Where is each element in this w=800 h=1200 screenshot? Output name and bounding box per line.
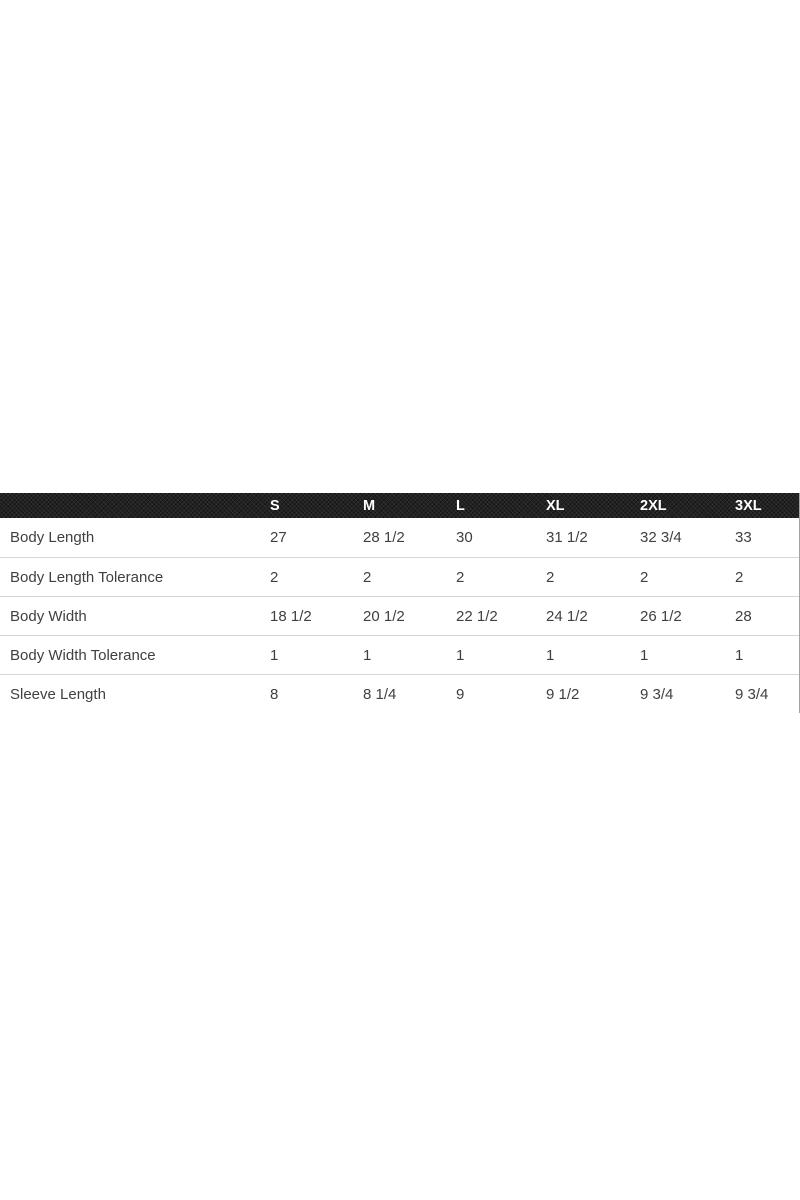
table-row: Sleeve Length 8 8 1/4 9 9 1/2 9 3/4 9 3/4 (0, 674, 799, 713)
column-header-3xl: 3XL (735, 497, 762, 514)
measurement-cell: 1 (735, 646, 744, 664)
measurement-cell: 22 1/2 (456, 607, 498, 625)
row-label: Body Width Tolerance (10, 646, 156, 664)
measurement-cell: 2 (363, 568, 372, 586)
column-header-l: L (456, 497, 465, 514)
measurement-cell: 31 1/2 (546, 529, 588, 546)
column-header-xl: XL (546, 497, 565, 514)
measurement-cell: 24 1/2 (546, 607, 588, 625)
measurement-cell: 8 (270, 685, 279, 703)
table-row: Body Width 18 1/2 20 1/2 22 1/2 24 1/2 26 1/2… (0, 596, 799, 635)
row-label: Body Length (10, 529, 95, 546)
measurement-cell: 9 3/4 (735, 685, 769, 703)
measurement-cell: 26 1/2 (640, 607, 682, 625)
measurement-cell: 2 (735, 568, 744, 586)
measurement-cell: 9 1/2 (546, 685, 580, 703)
measurement-cell: 1 (270, 646, 279, 664)
size-chart-table: S M L XL 2XL 3XL Body Length 27 28 1/2 30 31 1/2 3… (0, 493, 800, 713)
measurement-cell: 1 (363, 646, 372, 664)
measurement-cell: 9 3/4 (640, 685, 674, 703)
measurement-cell: 9 (456, 685, 465, 703)
row-label: Body Length Tolerance (10, 568, 164, 586)
measurement-cell: 8 1/4 (363, 685, 397, 703)
measurement-cell: 27 (270, 529, 287, 546)
measurement-cell: 30 (456, 529, 473, 546)
table-row: Body Length Tolerance 2 2 2 2 2 2 (0, 557, 799, 596)
table-row: Body Length 27 28 1/2 30 31 1/2 32 3/4 33 (0, 518, 799, 557)
measurement-cell: 2 (456, 568, 465, 586)
measurement-cell: 28 (735, 607, 752, 625)
column-header-m: M (363, 497, 376, 514)
table-row: Body Width Tolerance 1 1 1 1 1 1 (0, 635, 799, 674)
measurement-cell: 18 1/2 (270, 607, 312, 625)
measurement-cell: 33 (735, 529, 752, 546)
size-chart-body: Body Length 27 28 1/2 30 31 1/2 32 3/4 33 Body … (0, 518, 799, 713)
measurement-cell: 1 (456, 646, 465, 664)
measurement-cell: 28 1/2 (363, 529, 405, 546)
row-label: Sleeve Length (10, 685, 106, 703)
size-chart-header-row: S M L XL 2XL 3XL (0, 493, 799, 518)
column-header-2xl: 2XL (640, 497, 667, 514)
measurement-cell: 1 (546, 646, 555, 664)
measurement-cell: 2 (546, 568, 555, 586)
measurement-cell: 1 (640, 646, 649, 664)
row-label: Body Width (10, 607, 87, 625)
measurement-cell: 20 1/2 (363, 607, 405, 625)
column-header-s: S (270, 497, 280, 514)
measurement-cell: 32 3/4 (640, 529, 682, 546)
measurement-cell: 2 (270, 568, 279, 586)
measurement-cell: 2 (640, 568, 649, 586)
